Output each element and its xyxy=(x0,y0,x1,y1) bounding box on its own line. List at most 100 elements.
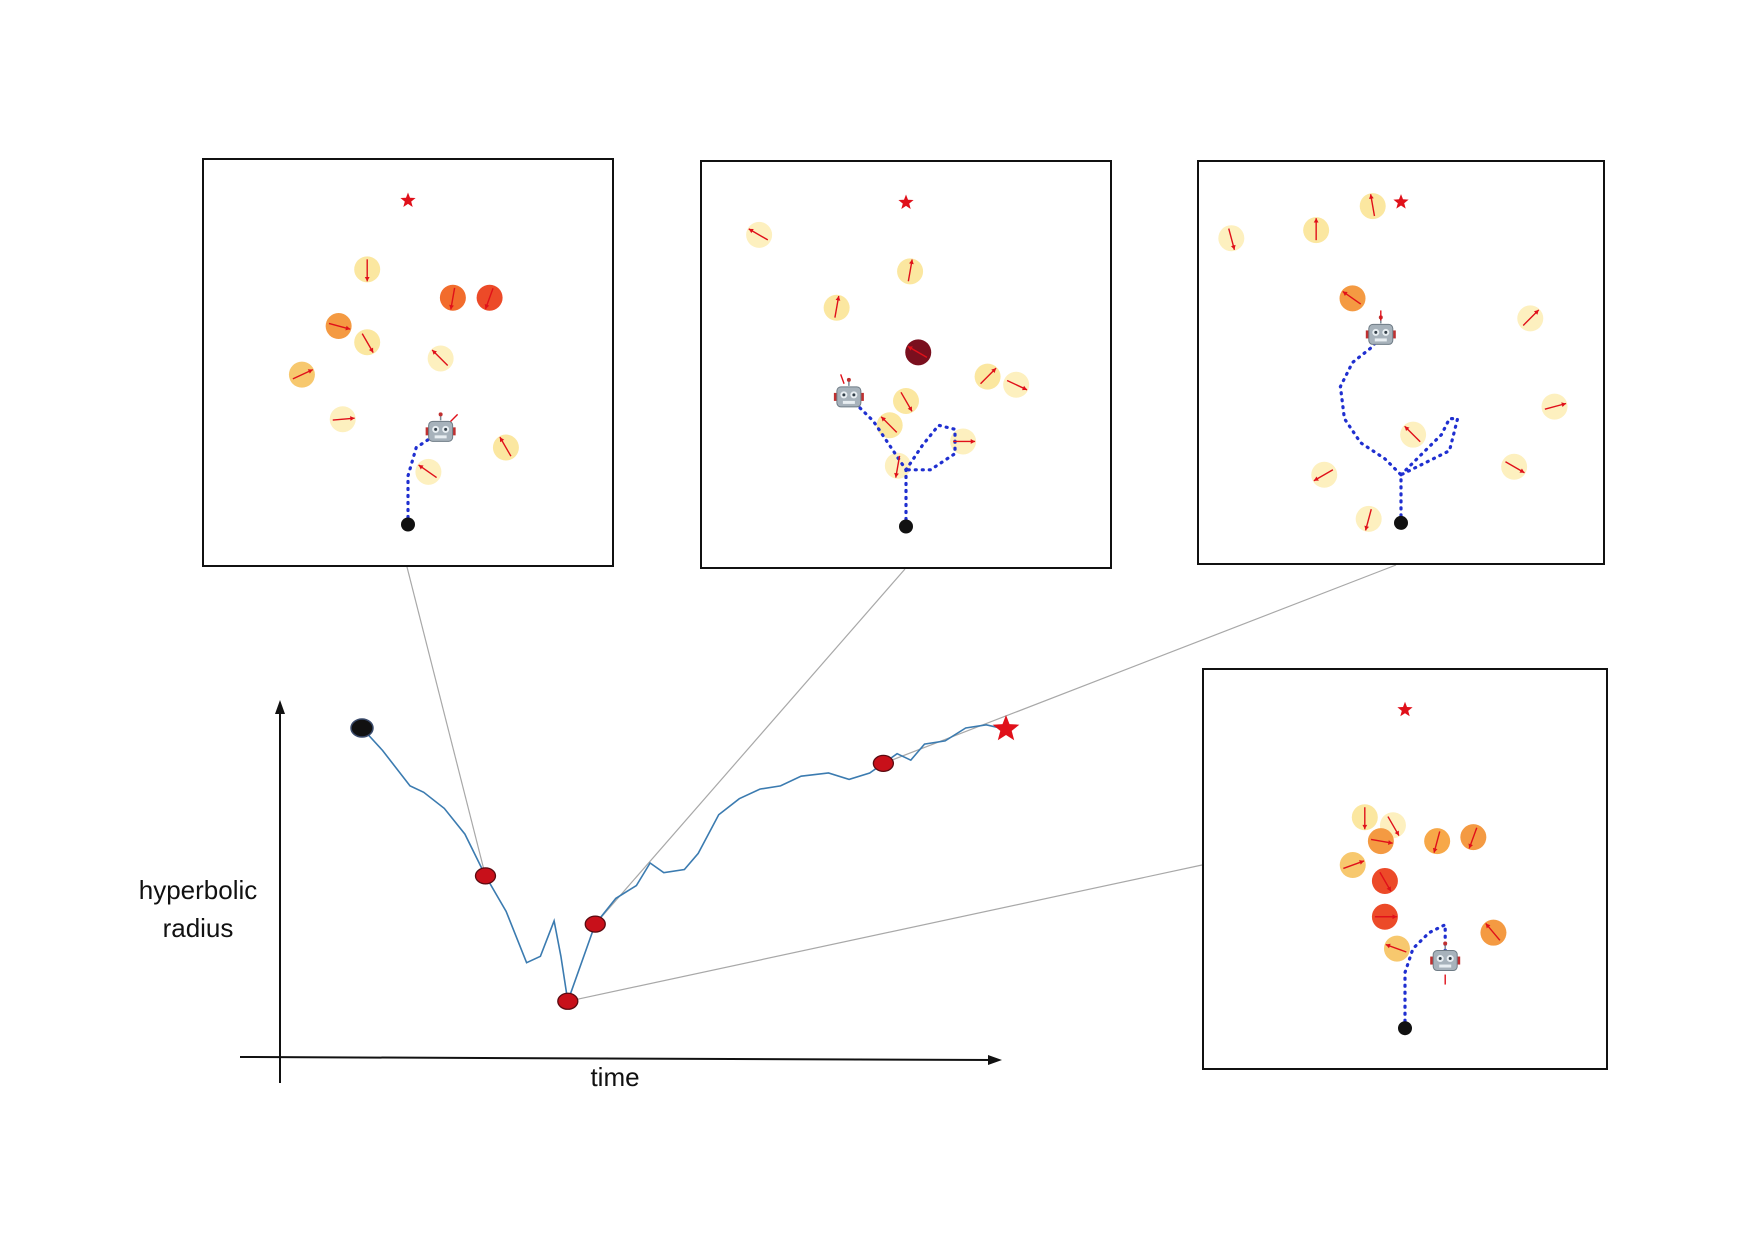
velocity-arrowhead xyxy=(1385,943,1391,949)
robot-velocity-arrow xyxy=(840,374,845,384)
velocity-arrowhead xyxy=(907,346,913,351)
robot-head xyxy=(1432,950,1458,972)
start-position-dot xyxy=(1394,515,1408,530)
robot-pupil-left xyxy=(434,427,438,431)
velocity-arrowhead xyxy=(907,406,912,412)
robot-antenna-tip xyxy=(1443,941,1448,946)
velocity-arrowhead xyxy=(1313,476,1319,481)
velocity-arrowhead xyxy=(1386,886,1391,892)
robot-ear-left xyxy=(833,392,837,401)
y-axis-label: hyperbolic radius xyxy=(118,871,278,947)
velocity-arrowhead xyxy=(499,437,505,443)
robot-ear-left xyxy=(425,427,429,436)
snapshot-marker xyxy=(557,992,579,1010)
robot-icon xyxy=(833,374,864,408)
robot-pupil-right xyxy=(444,427,448,431)
snapshot-marker xyxy=(584,915,606,933)
robot-pupil-left xyxy=(1374,330,1378,334)
robot-pupil-left xyxy=(842,393,846,397)
robot-ear-left xyxy=(1430,956,1434,965)
panel-scene xyxy=(288,192,519,532)
velocity-arrowhead xyxy=(1022,385,1028,391)
start-position-dot xyxy=(899,519,913,534)
goal-star-icon xyxy=(400,192,416,207)
robot-path xyxy=(904,423,957,472)
robot-mouth xyxy=(1439,964,1452,968)
robot-mouth xyxy=(842,400,855,404)
connector-line-panel3 xyxy=(883,564,1397,764)
velocity-arrowhead xyxy=(991,368,997,373)
velocity-arrowhead xyxy=(835,295,841,301)
velocity-arrowhead xyxy=(364,276,370,282)
robot-icon xyxy=(425,412,459,442)
start-marker xyxy=(350,718,374,738)
robot-pupil-right xyxy=(1448,957,1452,961)
goal-star-icon xyxy=(898,194,914,209)
velocity-arrowhead xyxy=(1230,244,1236,250)
snapshot-marker xyxy=(872,754,895,773)
velocity-arrowhead xyxy=(484,304,490,309)
velocity-arrowhead xyxy=(748,228,754,234)
velocity-arrowhead xyxy=(1519,468,1525,473)
robot-ear-right xyxy=(1392,330,1396,339)
start-position-dot xyxy=(1398,1021,1412,1036)
x-axis-arrowhead xyxy=(988,1055,1002,1065)
plot-axes xyxy=(239,700,1002,1083)
robot-ear-right xyxy=(860,392,864,401)
panel-scene xyxy=(1218,193,1568,532)
velocity-arrowhead xyxy=(350,416,355,421)
robot-ear-right xyxy=(1457,956,1461,965)
panel-scene xyxy=(1339,701,1507,1036)
robot-path xyxy=(406,429,443,527)
velocity-arrowhead xyxy=(1485,923,1491,929)
velocity-arrowhead xyxy=(345,325,351,331)
snapshot-panel-2 xyxy=(700,160,1112,569)
velocity-arrowhead xyxy=(1468,843,1473,849)
velocity-arrowhead xyxy=(1561,402,1567,407)
velocity-arrowhead xyxy=(418,464,424,470)
connector-lines xyxy=(406,564,1397,1002)
robot-path xyxy=(1338,332,1403,525)
velocity-arrowhead xyxy=(1392,914,1397,920)
velocity-arrowhead xyxy=(970,439,976,444)
velocity-arrowhead xyxy=(432,349,437,355)
robot-mouth xyxy=(1374,338,1387,342)
velocity-arrowhead xyxy=(909,259,914,265)
robot-antenna-tip xyxy=(438,412,443,417)
velocity-arrowhead xyxy=(1313,218,1319,223)
goal-star-icon xyxy=(1397,701,1413,717)
y-axis-label-line2: radius xyxy=(162,913,234,943)
velocity-arrowhead xyxy=(1359,860,1365,865)
velocity-arrowhead xyxy=(1533,309,1539,315)
snapshot-panel-1 xyxy=(202,158,614,567)
robot-path xyxy=(1399,417,1460,477)
robot-velocity-arrow xyxy=(450,413,459,422)
velocity-arrowhead xyxy=(1432,847,1438,853)
velocity-arrowhead xyxy=(1387,840,1393,845)
robot-pupil-left xyxy=(1438,957,1442,961)
y-axis-arrowhead xyxy=(275,700,285,714)
robot-ear-left xyxy=(1365,330,1369,339)
velocity-arrowhead xyxy=(1342,291,1348,296)
robot-pupil-right xyxy=(852,393,856,397)
velocity-arrowhead xyxy=(1404,426,1410,431)
panel-scene xyxy=(746,194,1030,534)
connector-line-panel4 xyxy=(567,864,1203,1002)
goal-star-icon xyxy=(1393,194,1409,209)
goal-star-marker xyxy=(992,715,1020,741)
hyperbolic-radius-curve xyxy=(350,715,1020,1010)
robot-mouth xyxy=(434,435,447,439)
robot-ear-right xyxy=(452,427,456,436)
robot-icon xyxy=(1365,310,1396,345)
snapshot-marker xyxy=(474,867,497,885)
velocity-arrowhead xyxy=(1362,824,1368,830)
velocity-arrowhead xyxy=(894,472,899,478)
velocity-arrowhead xyxy=(307,369,313,374)
velocity-arrowhead xyxy=(1369,194,1374,200)
velocity-arrowhead xyxy=(1364,525,1370,531)
velocity-arrowhead xyxy=(449,304,454,310)
velocity-arrowhead xyxy=(881,416,886,422)
y-axis-label-line1: hyperbolic xyxy=(138,875,258,905)
robot-path xyxy=(1403,922,1447,1030)
